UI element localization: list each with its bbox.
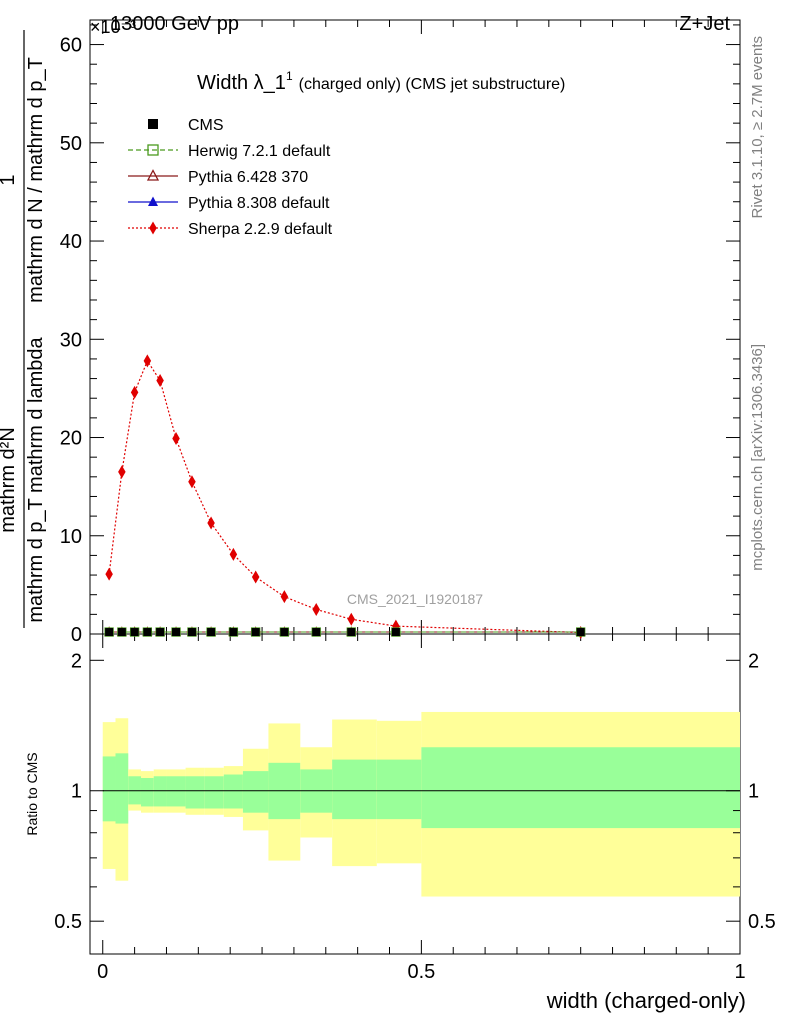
sherpa-point (156, 374, 164, 388)
sherpa-point (105, 567, 113, 581)
sherpa-point (347, 612, 356, 626)
sherpa-point (312, 602, 320, 616)
inner-band (166, 776, 186, 807)
series-point-0 (117, 628, 126, 637)
legend-marker (146, 169, 160, 181)
ylabel-den: mathrm d N / mathrm d p_T (25, 57, 47, 303)
sherpa-point (143, 354, 152, 368)
inner-band (140, 778, 154, 807)
ratio-y-tick-label-right: 2 (748, 650, 759, 672)
ratio-y-tick-label-right: 1 (748, 781, 759, 803)
header-left: 13000 GeV pp (110, 13, 239, 35)
lower-ylabel: Ratio to CMS (24, 752, 40, 835)
sherpa-point (229, 547, 238, 561)
upper-plot-frame (89, 19, 741, 635)
legend: CMS Herwig 7.2.1 default Pythia 6.428 370 P… (128, 117, 333, 238)
chart-title-main: Width λ_1 (197, 72, 286, 94)
ratio-y-tick-label-right: 0.5 (748, 911, 776, 933)
series-point-0 (130, 628, 139, 637)
y-tick-label: 60 (60, 35, 82, 57)
sherpa-point (251, 570, 260, 584)
x-tick-label: 0.5 (407, 961, 435, 983)
sherpa-point (280, 590, 289, 604)
series-point-0 (207, 628, 216, 637)
lower-ytick-labels-right: 0.5 1 2 (748, 650, 776, 933)
inner-band (242, 771, 269, 813)
y-tick-label: 0 (71, 624, 82, 646)
side-mcplots: mcplots.cern.ch [arXiv:1306.3436] (749, 344, 766, 571)
series-point-0 (347, 628, 356, 637)
inner-band (332, 759, 377, 820)
baseline-series (104, 626, 586, 637)
sherpa-series (105, 354, 585, 640)
ratio-y-tick-label: 1 (71, 781, 82, 803)
upper-ylabel: 1 mathrm d N / mathrm d p_T mathrm d²N m… (0, 30, 47, 628)
series-point-0 (312, 628, 321, 637)
ylabel-num: 1 (0, 174, 19, 185)
y-exponent: ×10⁻³ (90, 17, 136, 37)
chart-title: Width λ_11 (charged only) (CMS jet substr… (197, 69, 565, 94)
header-right: Z+Jet (679, 13, 730, 35)
x-tick-label: 0 (97, 961, 108, 983)
series-point-0 (229, 628, 238, 637)
legend-marker (149, 221, 157, 235)
inner-band (421, 747, 740, 829)
series-point-0 (105, 628, 114, 637)
side-rivet: Rivet 3.1.10, ≥ 2.7M events (749, 36, 766, 219)
ylabel-den2: mathrm d p_T mathrm d lambda (25, 336, 47, 622)
xtick-labels: 0 0.5 1 (97, 961, 745, 983)
inner-band (376, 759, 422, 820)
lower-ytick-labels: 0.5 1 2 (54, 650, 82, 933)
ratio-y-tick-label: 2 (71, 650, 82, 672)
series-point-0 (280, 628, 289, 637)
inner-band (204, 776, 224, 809)
inner-band (185, 776, 205, 809)
series-point-0 (251, 628, 260, 637)
y-tick-label: 50 (60, 133, 82, 155)
inner-band (115, 753, 129, 824)
legend-marker (148, 196, 158, 206)
series-point-0 (187, 628, 196, 637)
legend-label: Sherpa 2.2.9 default (188, 221, 333, 238)
ratio-bands (102, 711, 740, 897)
ylabel-num2: mathrm d²N (0, 427, 19, 533)
y-tick-label: 10 (60, 526, 82, 548)
chart-title-sup: 1 (286, 69, 293, 83)
series-point-0 (172, 628, 181, 637)
legend-label: CMS (188, 117, 224, 134)
y-tick-label: 30 (60, 329, 82, 351)
sherpa-point (188, 475, 196, 489)
sherpa-point (172, 432, 180, 446)
inner-band (153, 776, 167, 807)
sherpa-point (118, 465, 126, 479)
legend-label: Herwig 7.2.1 default (188, 143, 331, 160)
y-tick-label: 40 (60, 231, 82, 253)
x-tick-label: 1 (734, 961, 745, 983)
sherpa-point (207, 516, 215, 530)
legend-label: Pythia 6.428 370 (188, 169, 308, 186)
x-axis-label: width (charged-only) (546, 988, 746, 1013)
legend-marker (148, 119, 158, 129)
sherpa-point (130, 385, 139, 399)
series-point-0 (156, 628, 165, 637)
series-point-0 (143, 628, 152, 637)
inner-band (102, 756, 116, 822)
legend-label: Pythia 8.308 default (188, 195, 330, 212)
chart-title-rest: (charged only) (CMS jet substructure) (299, 76, 566, 93)
ratio-y-tick-label: 0.5 (54, 911, 82, 933)
inner-band (223, 774, 243, 809)
y-tick-label: 20 (60, 428, 82, 450)
upper-ytick-labels: 0 10 20 30 40 50 60 (60, 35, 82, 646)
watermark: CMS_2021_I1920187 (347, 591, 483, 607)
sherpa-line (108, 359, 581, 634)
series-point-0 (576, 628, 585, 637)
legend-marker (147, 144, 159, 156)
upper-ticks (90, 20, 741, 635)
series-point-0 (391, 628, 400, 637)
